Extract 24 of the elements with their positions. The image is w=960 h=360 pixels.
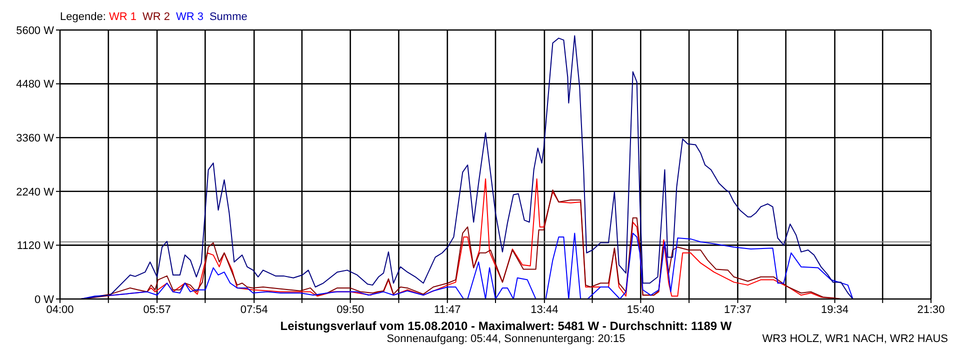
x-tick-label: 21:30 [917, 304, 945, 316]
text: WR3 HOLZ, WR1 NACH, WR2 HAUS [762, 333, 948, 345]
x-tick-label: 13:44 [530, 304, 558, 316]
x-tick-label: 17:37 [724, 304, 752, 316]
x-tick-label: 15:40 [626, 304, 654, 316]
y-tick-label: 5600 W [16, 24, 55, 37]
text: Leistungsverlauf vom 15.08.2010 - Maximalwert: 5481 W - Durchschnitt: 1189 W [279, 319, 733, 333]
x-tick-label: 05:57 [143, 304, 171, 316]
text: WR 1 [108, 11, 136, 23]
text: WR 3 [176, 11, 204, 23]
legend-title: Legende: [60, 11, 107, 23]
y-tick-label: 0 W [34, 294, 55, 306]
x-tick-label: 11:47 [434, 304, 461, 316]
y-tick-label: 3360 W [16, 132, 55, 145]
x-tick-label: 04:00 [46, 304, 74, 316]
y-tick-label: 1120 W [16, 240, 55, 252]
x-tick-label: 09:50 [336, 304, 364, 316]
y-tick-label: 2240 W [16, 186, 55, 198]
text: WR 2 [142, 11, 170, 23]
x-tick-label: 07:54 [240, 304, 268, 316]
x-tick-label: 19:34 [821, 304, 849, 316]
y-tick-label: 4480 W [16, 78, 55, 91]
text: Sonnenaufgang: 05:44, Sonnenuntergang: 20:15 [386, 333, 626, 345]
text: Summe [209, 11, 248, 23]
